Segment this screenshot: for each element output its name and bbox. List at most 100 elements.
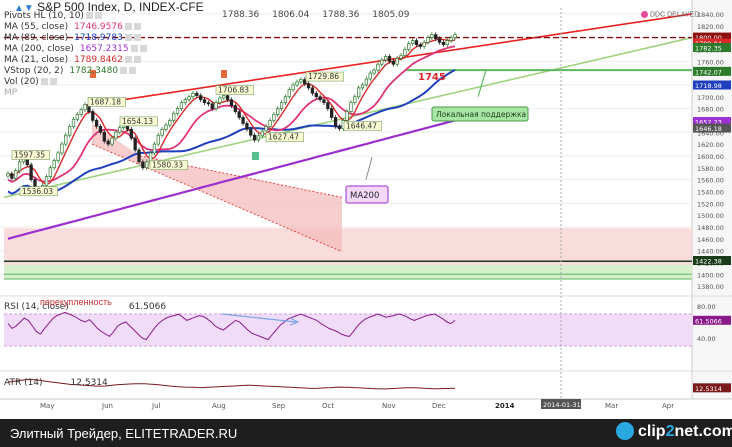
- candle-body: [368, 72, 372, 80]
- candle-body: [94, 120, 99, 127]
- indicator-legend: Pivots HL (10, 10) MA (55, close) 1746.95…: [4, 11, 147, 99]
- candle-body: [191, 92, 195, 98]
- legend-row-ma55[interactable]: MA (55, close) 1746.9576: [4, 22, 147, 33]
- legend-row-ma200[interactable]: MA (200, close) 1657.2315: [4, 44, 147, 55]
- y-tick-label: 1560.00: [697, 177, 724, 185]
- candle-body: [403, 49, 407, 56]
- candle-body: [333, 117, 338, 127]
- x-tick-label: Nov: [382, 402, 396, 410]
- candle-body: [110, 137, 114, 145]
- candle-body: [449, 37, 453, 41]
- candle-body: [218, 97, 222, 104]
- atr-tick-label: 12.5314: [695, 385, 722, 393]
- pivot-label: 1627.47: [268, 133, 299, 142]
- atr-value-box: [693, 383, 731, 393]
- pivot-label: 1654.13: [122, 117, 153, 126]
- y-tick-label: 1540.00: [697, 188, 724, 196]
- y-tick-label: 1580.00: [697, 165, 724, 173]
- settings-icon[interactable]: [130, 45, 138, 52]
- legend-label: Pivots HL (10, 10): [4, 11, 84, 21]
- chart-title: ▲▼ S&P 500 Index, D, INDEX-CFE: [14, 0, 204, 14]
- candle-body: [91, 111, 95, 121]
- settings-icon[interactable]: [124, 34, 132, 41]
- legend-row-ma21[interactable]: MA (21, close) 1789.8462: [4, 55, 147, 66]
- candle-body: [102, 131, 106, 142]
- price-label: 1742.07: [695, 68, 722, 76]
- candle-body: [376, 63, 380, 71]
- close-icon[interactable]: [133, 34, 141, 41]
- candle-body: [249, 128, 253, 136]
- arrowhead-icon: [289, 317, 300, 326]
- y-tick-label: 1500.00: [697, 212, 724, 220]
- candle-body: [364, 78, 369, 86]
- candle-body: [445, 40, 449, 46]
- legend-row-vol[interactable]: Vol (20): [4, 77, 147, 88]
- close-icon[interactable]: [129, 67, 137, 74]
- rsi-label: RSI (14, close): [4, 302, 69, 312]
- candle-body: [114, 131, 118, 139]
- x-tick-label: Sep: [272, 402, 286, 410]
- candle-body: [98, 125, 103, 133]
- close-icon[interactable]: [139, 45, 147, 52]
- legend-value: 1657.2315: [79, 44, 129, 54]
- clip2net-logo[interactable]: clip2net.com: [616, 422, 732, 441]
- ma200-line: [7, 119, 456, 240]
- candle-body: [434, 34, 438, 40]
- close-icon[interactable]: [133, 56, 141, 63]
- pivot-label-box: [19, 186, 58, 197]
- price-label-box: [693, 43, 731, 53]
- candle-body: [17, 161, 22, 172]
- logo-circle-icon: [616, 422, 634, 440]
- y-tick-label: 1380.00: [697, 283, 724, 291]
- x-tick-label: Dec: [432, 402, 446, 410]
- settings-icon[interactable]: [124, 56, 132, 63]
- price-label-box: [693, 66, 731, 76]
- settings-icon[interactable]: [124, 23, 132, 30]
- price-label: 1718.98: [695, 82, 722, 90]
- candle-body: [56, 152, 60, 161]
- support-zone: [4, 264, 692, 279]
- support-callout-text: Локальная поддержка: [436, 110, 526, 119]
- candle-body: [287, 89, 291, 98]
- atr-label: ATR (14): [4, 378, 43, 388]
- candle-body: [279, 102, 284, 109]
- close-icon[interactable]: [133, 23, 141, 30]
- y-tick-label: 1820.00: [697, 23, 724, 31]
- candle-body: [6, 173, 10, 177]
- candle-body: [168, 120, 172, 126]
- y-tick-label: 1760.00: [697, 58, 724, 66]
- close-icon[interactable]: [49, 78, 57, 85]
- legend-row-pivots[interactable]: Pivots HL (10, 10): [4, 11, 147, 22]
- settings-icon[interactable]: [40, 78, 48, 85]
- candle-body: [407, 43, 411, 50]
- pivot-label: 1706.83: [218, 86, 249, 95]
- settings-icon[interactable]: [85, 12, 93, 19]
- x-tick-label: Aug: [212, 402, 226, 410]
- price-label-box: [693, 117, 731, 127]
- candle-body: [268, 120, 272, 127]
- price-label: 1646.18: [695, 125, 722, 133]
- overbought-note: перекупленность: [40, 297, 112, 307]
- legend-row-vstop[interactable]: VStop (20, 2) 1782.3480: [4, 66, 147, 77]
- candle-body: [225, 95, 230, 101]
- legend-row-mp[interactable]: MP: [4, 88, 147, 99]
- y-tick-label: 1460.00: [697, 236, 724, 244]
- chart-canvas[interactable]: 1597.35 1536.03 1687.18 1654.13 1580.33 1706.…: [0, 0, 732, 419]
- ohlc-high: 1806.04: [272, 10, 310, 20]
- y-tick-label: 1840.00: [697, 11, 724, 19]
- channel-lower: [91, 143, 343, 253]
- candle-body: [14, 170, 18, 179]
- candle-body: [75, 114, 80, 120]
- candle-body: [276, 108, 280, 115]
- candle-body: [48, 167, 53, 177]
- updown-icon: ▲▼: [14, 3, 34, 14]
- candle-body: [195, 92, 199, 96]
- x-tick-label: Mar: [605, 402, 618, 410]
- status-dot-icon: [641, 11, 648, 18]
- pivot-label: 1687.18: [90, 97, 121, 106]
- close-icon[interactable]: [94, 12, 102, 19]
- settings-icon[interactable]: [120, 67, 128, 74]
- price-label-box: [693, 80, 731, 90]
- candle-body: [256, 135, 261, 141]
- legend-row-ma89[interactable]: MA (89, close) 1718.9783: [4, 33, 147, 44]
